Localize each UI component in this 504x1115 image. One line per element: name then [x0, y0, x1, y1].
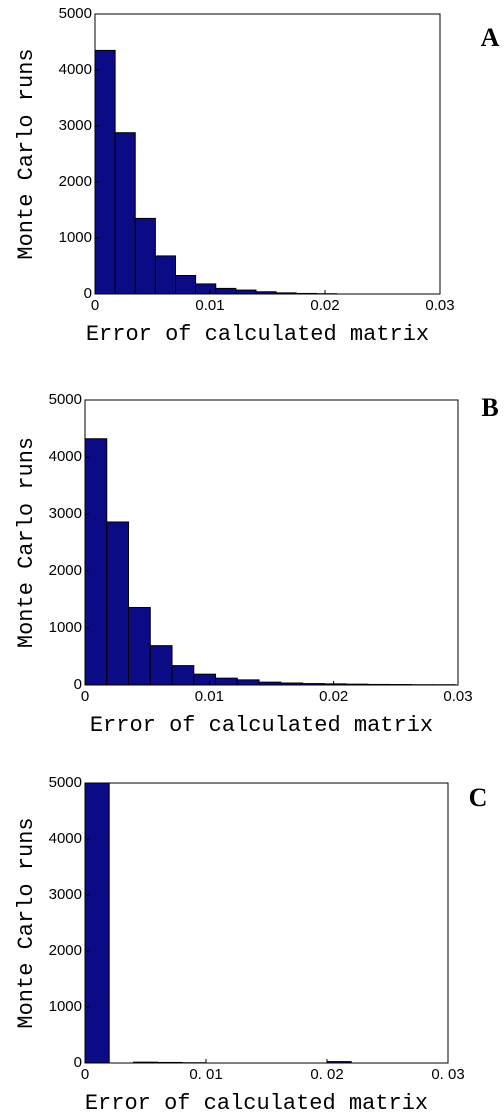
y-tick-label: 3000 — [49, 886, 82, 903]
y-tick-label: 4000 — [49, 830, 82, 847]
panel-label: B — [481, 393, 498, 422]
panel-label: C — [469, 783, 488, 812]
plot-frame — [84, 782, 449, 1064]
y-tick-label: 1000 — [49, 619, 82, 636]
x-tick-label: 0.01 — [195, 688, 224, 705]
y-tick-label: 2000 — [49, 942, 82, 959]
x-tick-label: 0 — [91, 297, 99, 314]
bar — [114, 132, 136, 295]
x-axis-label: Error of calculated matrix — [90, 713, 433, 738]
y-tick-label: 1000 — [49, 998, 82, 1015]
x-tick-label: 0.03 — [425, 297, 454, 314]
bar — [235, 289, 257, 295]
bar — [193, 673, 217, 686]
y-axis-label: Monte Carlo runs — [14, 817, 39, 1028]
y-axis-label: Monte Carlo runs — [14, 437, 39, 648]
x-tick-label: 0.03 — [443, 688, 472, 705]
y-tick-label: 0 — [74, 676, 82, 693]
bar — [94, 49, 116, 295]
bar — [195, 283, 217, 295]
bar — [154, 255, 176, 295]
x-tick-label: 0.02 — [319, 688, 348, 705]
y-tick-label: 1000 — [59, 229, 92, 246]
x-tick-label: 0 — [81, 688, 89, 705]
y-tick-label: 0 — [84, 285, 92, 302]
bar — [128, 606, 151, 686]
x-axis-label: Error of calculated matrix — [86, 322, 429, 347]
x-tick-label: 0 — [81, 1066, 89, 1083]
y-tick-label: 0 — [74, 1054, 82, 1071]
y-tick-label: 2000 — [59, 173, 92, 190]
x-tick-label: 0. 03 — [431, 1066, 464, 1083]
x-tick-label: 0. 02 — [310, 1066, 343, 1083]
panel-label: A — [481, 23, 500, 52]
plot-frame — [94, 13, 441, 295]
y-tick-label: 3000 — [49, 505, 82, 522]
bar — [175, 275, 197, 295]
plot-frame — [84, 399, 459, 686]
bar — [215, 677, 238, 686]
y-tick-label: 5000 — [49, 774, 82, 791]
bar — [215, 287, 237, 295]
y-tick-label: 5000 — [49, 391, 82, 408]
bar — [236, 679, 260, 686]
y-tick-label: 4000 — [49, 448, 82, 465]
y-tick-label: 5000 — [59, 5, 92, 22]
x-tick-label: 0.01 — [195, 297, 224, 314]
bar — [106, 521, 130, 686]
bar — [171, 665, 195, 686]
x-tick-label: 0. 01 — [189, 1066, 222, 1083]
x-tick-label: 0.02 — [310, 297, 339, 314]
bar — [134, 217, 156, 295]
y-axis-label: Monte Carlo runs — [14, 48, 39, 259]
bar — [84, 438, 108, 686]
x-axis-label: Error of calculated matrix — [85, 1091, 428, 1115]
y-tick-label: 4000 — [59, 61, 92, 78]
bar — [84, 782, 110, 1064]
y-tick-label: 2000 — [49, 562, 82, 579]
bar — [149, 645, 173, 686]
y-tick-label: 3000 — [59, 117, 92, 134]
